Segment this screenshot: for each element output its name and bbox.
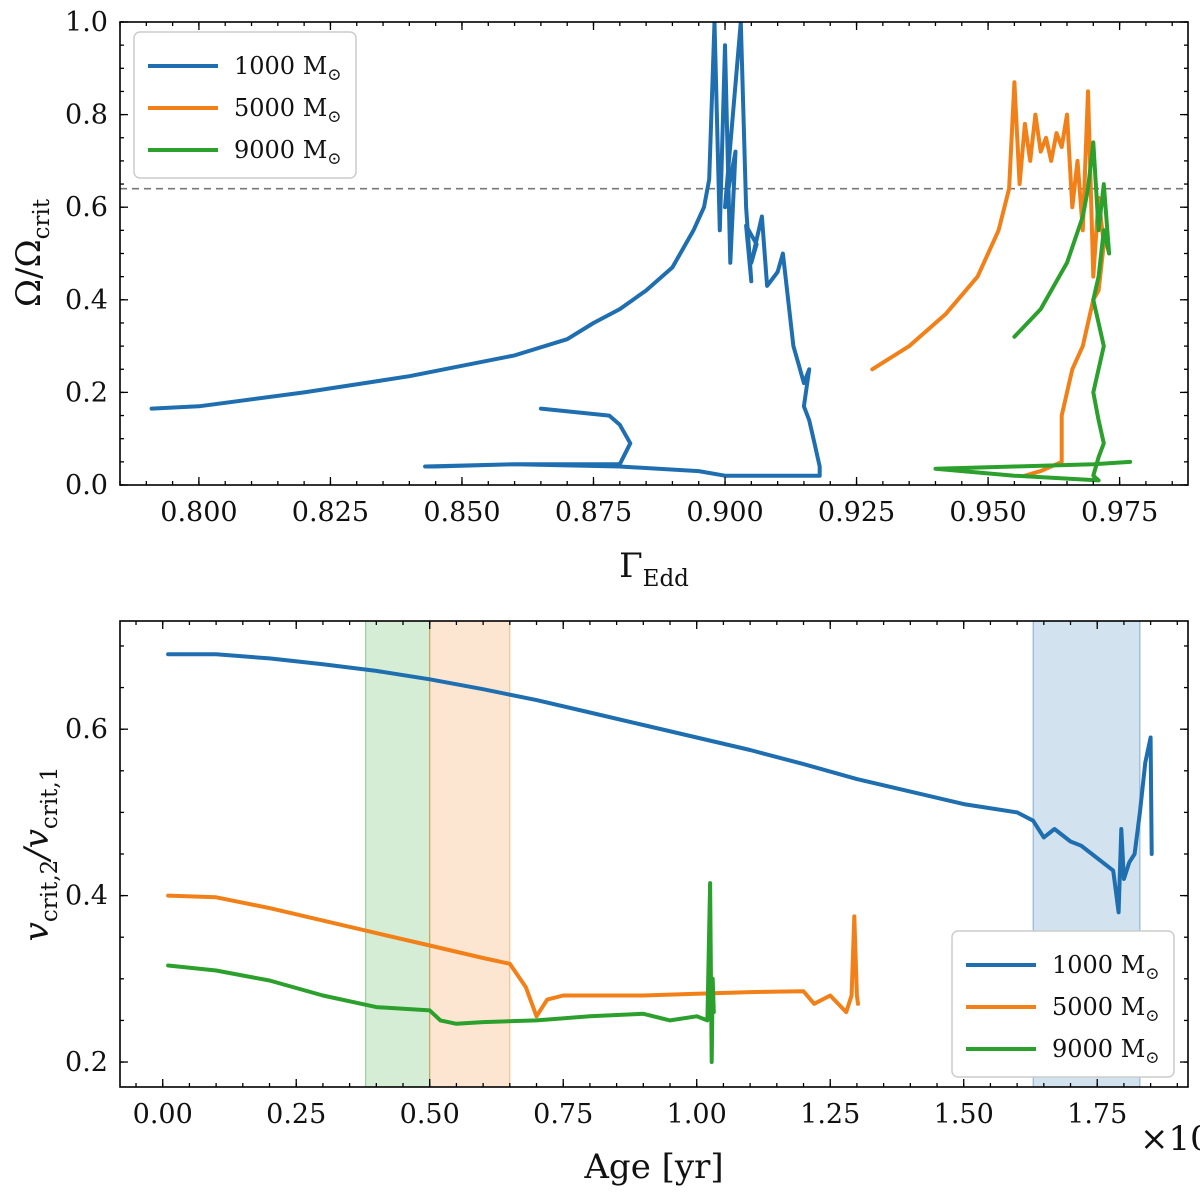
x-tick-label: 0.75 xyxy=(533,1099,593,1130)
series-line-9000m xyxy=(166,881,716,1064)
x-tick-label: 0.875 xyxy=(555,497,632,528)
top-panel: 0.800 0.825 0.850 0.875 0.900 0.925 0.950 0.975… xyxy=(9,7,1189,592)
y-tick-label: 0.4 xyxy=(65,881,108,912)
legend-label: 5000 M⊙ xyxy=(1052,993,1160,1026)
x-tick-label: 0.850 xyxy=(423,497,500,528)
series-line-9000m xyxy=(933,140,1133,483)
legend-frame xyxy=(951,930,1175,1078)
x-tick-label: 0.800 xyxy=(160,497,237,528)
shaded-span-2 xyxy=(429,620,511,1088)
x-tick-label: 1.00 xyxy=(667,1099,727,1130)
y-tick-label: 0.4 xyxy=(65,285,108,316)
y-tick-label: 0.8 xyxy=(65,100,108,131)
top-legend: 1000 M⊙ 5000 M⊙ 9000 M⊙ xyxy=(133,31,357,179)
bottom-legend: 1000 M⊙ 5000 M⊙ 9000 M⊙ xyxy=(951,930,1175,1078)
x-tick-label: 1.25 xyxy=(800,1099,860,1130)
x-tick-label: 0.00 xyxy=(133,1099,193,1130)
legend-label: 9000 M⊙ xyxy=(1052,1035,1160,1068)
x-tick-label: 0.50 xyxy=(400,1099,460,1130)
y-tick-label: 0.0 xyxy=(65,470,108,501)
x-tick-label: 0.900 xyxy=(686,497,763,528)
y-tick-label: 0.6 xyxy=(65,714,108,745)
y-tick-label: 1.0 xyxy=(65,7,108,38)
bottom-y-axis-label: vcrit,2/vcrit,1 xyxy=(17,767,63,942)
legend-label: 5000 M⊙ xyxy=(234,94,342,127)
y-tick-label: 0.2 xyxy=(65,377,108,408)
y-tick-label: 0.6 xyxy=(65,192,108,223)
shaded-span-1 xyxy=(365,620,431,1088)
series-line-5000m xyxy=(166,893,860,1019)
x-tick-label: 0.925 xyxy=(818,497,895,528)
y-tick-label: 0.2 xyxy=(65,1047,108,1078)
x-tick-label: 1.75 xyxy=(1067,1099,1127,1130)
series-line-5000m xyxy=(870,80,1106,478)
x-tick-label: 0.25 xyxy=(266,1099,326,1130)
legend-label: 1000 M⊙ xyxy=(1052,951,1160,984)
legend-frame xyxy=(133,31,357,179)
series-line-1000m xyxy=(149,22,822,478)
series-line-1000m xyxy=(166,652,1154,915)
bottom-x-axis-label: Age [yr] xyxy=(583,1147,723,1187)
top-x-axis-label: ΓEdd xyxy=(619,546,689,592)
bottom-panel: 0.00 0.25 0.50 0.75 1.00 1.25 1.50 1.75 0.2 0.4 0.… xyxy=(17,620,1200,1187)
top-y-axis-label: Ω/Ωcrit xyxy=(9,198,55,307)
x-tick-label: 0.825 xyxy=(292,497,369,528)
legend-label: 1000 M⊙ xyxy=(234,52,342,85)
x-scale-multiplier: ×106 xyxy=(1140,1119,1200,1159)
x-tick-label: 0.975 xyxy=(1081,497,1158,528)
x-tick-label: 1.50 xyxy=(934,1099,994,1130)
x-tick-label: 0.950 xyxy=(949,497,1026,528)
legend-label: 9000 M⊙ xyxy=(234,136,342,169)
